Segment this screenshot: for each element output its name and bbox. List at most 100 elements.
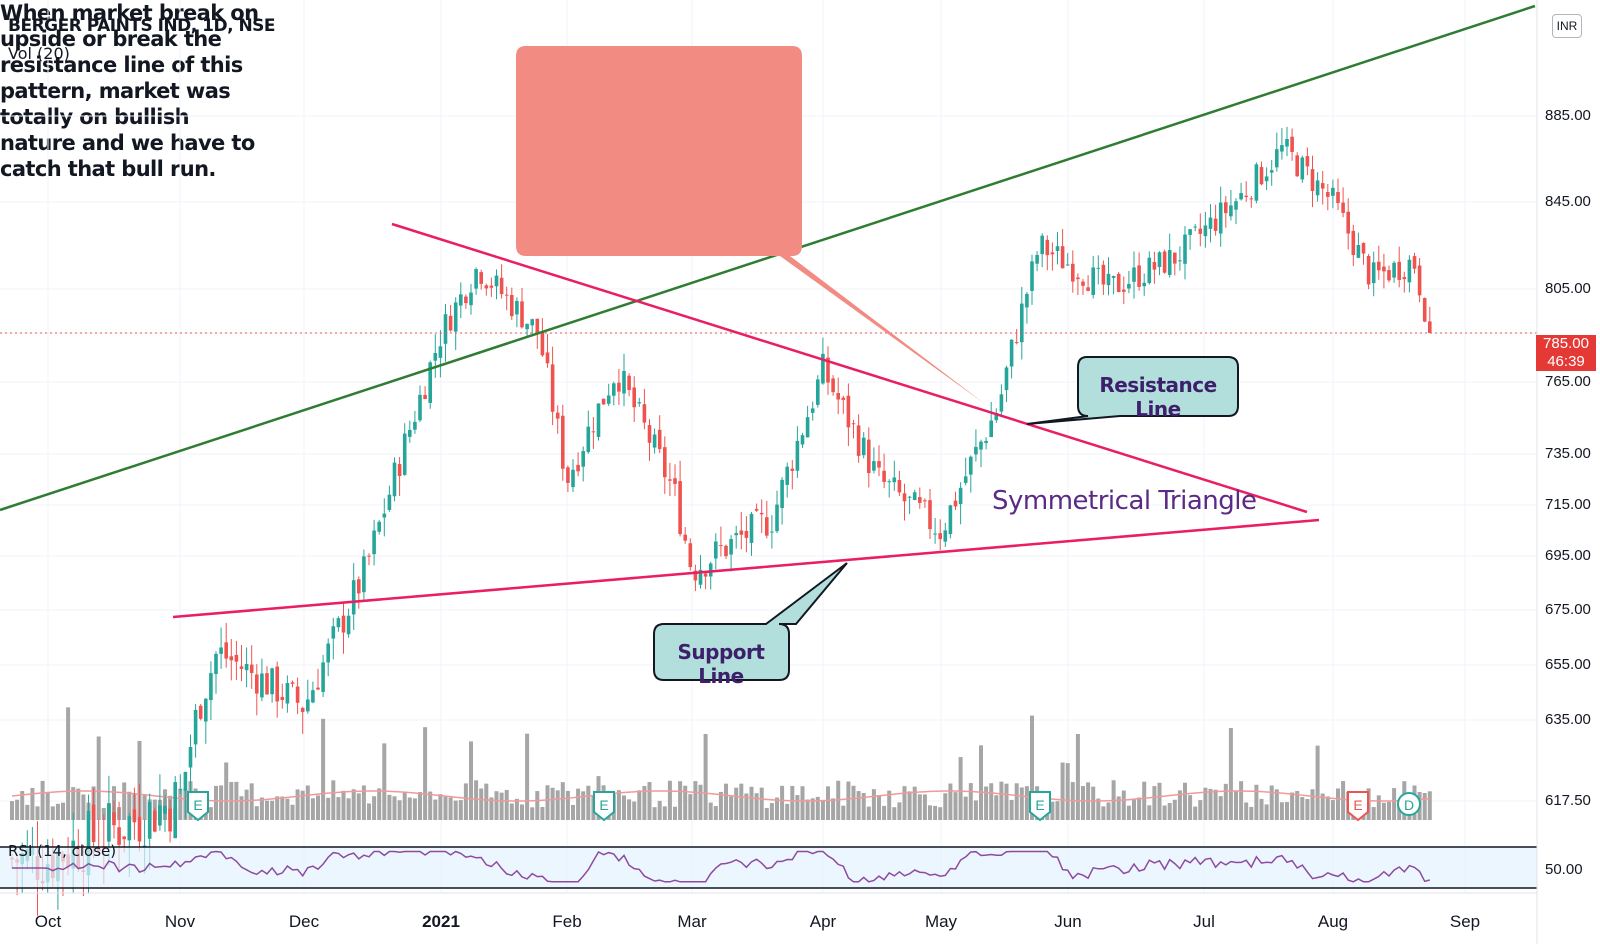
candle (300, 706, 305, 734)
volume-bar (1228, 728, 1233, 820)
candle-body (163, 805, 167, 814)
candle-body (907, 496, 912, 498)
candle (188, 734, 193, 802)
candle (137, 783, 142, 852)
volume-bar (749, 786, 754, 820)
volume-bar (1188, 795, 1193, 820)
candle-body (1295, 155, 1299, 177)
volume-bar (412, 798, 417, 820)
volume-bar (1254, 784, 1259, 820)
support-line[interactable] (172, 518, 1320, 619)
volume-bar (693, 781, 698, 820)
earnings-marker[interactable]: E (1347, 791, 1369, 822)
candle (1040, 233, 1044, 268)
earnings-marker[interactable]: E (187, 791, 209, 822)
volume-bar (846, 781, 851, 820)
candle-body (1147, 257, 1152, 284)
candle (943, 522, 948, 547)
candle-body (1101, 264, 1106, 285)
event-marker-letter: D (1404, 797, 1414, 813)
volume-bar (678, 781, 683, 820)
candle (826, 346, 830, 395)
candle-body (1417, 265, 1422, 296)
rsi-line (12, 850, 1430, 883)
currency-badge[interactable]: INR (1552, 14, 1582, 38)
candle-body (795, 440, 800, 471)
candle-body (1269, 170, 1274, 173)
earnings-marker[interactable]: E (1029, 791, 1051, 822)
candle-body (1188, 229, 1192, 235)
candle-body (1183, 234, 1187, 264)
volume-bar (1147, 805, 1152, 820)
candle (1259, 161, 1264, 186)
candle (989, 401, 993, 438)
time-axis-tick: 2021 (422, 912, 460, 931)
candle (1275, 132, 1279, 172)
volume-bar (499, 792, 504, 820)
candle-body (1428, 321, 1432, 333)
candle-body (1060, 246, 1065, 269)
candle-body (1264, 176, 1269, 182)
candle (683, 526, 687, 544)
volume-bar (402, 791, 407, 820)
candle-body (178, 789, 183, 791)
volume-bar (377, 788, 382, 820)
candle (387, 485, 392, 512)
candle (494, 269, 499, 300)
candle-body (1127, 283, 1131, 289)
candle-body (765, 517, 769, 536)
candle (821, 337, 825, 385)
event-marker-letter: E (193, 797, 202, 813)
dividend-marker[interactable]: D (1397, 792, 1421, 816)
volume-bar (336, 797, 341, 820)
resistance-line[interactable] (391, 222, 1308, 514)
candle (652, 428, 657, 454)
candle-body (719, 545, 723, 547)
price-axis-tick: 635.00 (1545, 711, 1591, 728)
volume-bar (10, 801, 14, 820)
volume-bar (922, 794, 927, 820)
candle-body (1004, 367, 1009, 391)
volume-indicator-label: Vol (20) (8, 44, 70, 63)
candle-body (469, 292, 473, 306)
candle (1065, 253, 1070, 266)
candle-body (1065, 264, 1070, 266)
event-marker-shape (187, 791, 209, 822)
earnings-marker[interactable]: E (593, 791, 615, 822)
candle-body (749, 513, 754, 543)
candle-body (974, 446, 978, 455)
volume-bar (560, 782, 565, 820)
candle-body (127, 816, 132, 841)
candle-body (540, 331, 545, 356)
candle (326, 638, 330, 677)
volume-bar (841, 805, 846, 820)
volume-bar (1132, 799, 1136, 820)
candle (1096, 255, 1101, 285)
volume-bar (1167, 802, 1172, 820)
candle (678, 460, 682, 537)
candle-body (821, 353, 825, 384)
volume-bar (800, 786, 805, 820)
volume-bar (1218, 796, 1223, 820)
candle (545, 334, 550, 368)
candle-body (586, 426, 591, 453)
volume-bar (586, 785, 591, 820)
candle (1116, 272, 1121, 293)
candle-body (887, 481, 891, 483)
candle-body (805, 417, 810, 438)
candle-body (311, 690, 315, 703)
green-trend-line[interactable] (0, 4, 1536, 512)
candle-body (117, 827, 121, 845)
candle (1198, 213, 1203, 247)
candle (841, 395, 846, 414)
volume-bar (1285, 802, 1289, 820)
candle (438, 330, 443, 378)
candle (234, 640, 239, 680)
candle-body (300, 707, 305, 712)
candle-body (530, 319, 534, 326)
volume-bar (122, 782, 127, 820)
candle-body (550, 364, 555, 412)
volume-bar (1397, 804, 1402, 820)
